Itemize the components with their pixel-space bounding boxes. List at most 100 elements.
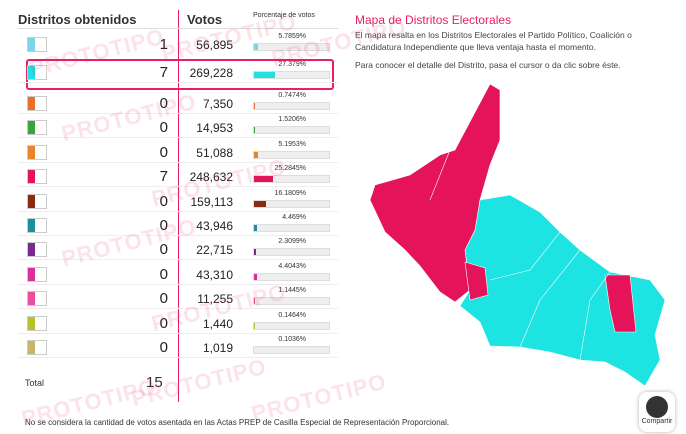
percent-bar (254, 44, 259, 50)
votes: 248,632 (189, 170, 233, 185)
row-rule (18, 308, 338, 310)
districts-count: 0 (159, 290, 168, 308)
percent-bar (254, 249, 256, 256)
percent-label: 0.1464% (278, 311, 306, 319)
districts-count: 0 (159, 265, 168, 283)
header-rule (18, 28, 338, 29)
percent-bar (254, 103, 255, 109)
votes: 22,715 (196, 243, 233, 258)
districts-count: 0 (159, 143, 168, 161)
votes: 51,088 (196, 145, 233, 160)
total-label: Total (25, 378, 45, 388)
percent-track (253, 102, 330, 110)
votes: 56,895 (196, 38, 233, 52)
districts-count: 1 (159, 36, 168, 53)
row-rule (18, 137, 338, 139)
party-logo (27, 169, 47, 185)
share-icon (646, 396, 668, 418)
party-logo (27, 340, 47, 355)
percent-track (253, 150, 330, 159)
row-rule (18, 283, 338, 285)
votes: 269,228 (189, 66, 233, 80)
row-rule (18, 332, 338, 334)
percent-bar (254, 127, 256, 134)
party-logo (27, 65, 47, 80)
votes: 7,350 (202, 97, 233, 111)
districts-count: 7 (159, 168, 168, 186)
party-logo (27, 144, 47, 160)
divider (178, 10, 179, 402)
percent-label: 4.469% (282, 214, 306, 221)
row-rule (18, 259, 338, 261)
district-region[interactable] (464, 261, 489, 301)
row-rule (18, 82, 338, 83)
party-logo (27, 266, 47, 282)
district-region[interactable] (459, 194, 666, 387)
percent-track (253, 71, 330, 79)
percent-label: 2.3099% (278, 238, 306, 246)
percent-label: 27.379% (278, 61, 306, 68)
party-logo (27, 37, 47, 52)
percent-label: 16.1809% (274, 189, 306, 197)
map-hint: Para conocer el detalle del Distrito, pa… (355, 60, 621, 70)
party-logo (27, 218, 47, 233)
percent-track (253, 199, 330, 208)
party-logo (27, 291, 47, 307)
footnote: No se considera la cantidad de votos ase… (25, 418, 450, 427)
districts-count: 0 (159, 119, 168, 137)
percent-bar (254, 151, 258, 158)
row-rule (18, 113, 338, 114)
percent-bar (254, 200, 267, 207)
map-description: El mapa resalta en los Distritos Elector… (355, 30, 632, 52)
districts-count: 0 (159, 95, 168, 112)
votes: 11,255 (197, 292, 233, 307)
percent-bar (254, 176, 273, 183)
share-button[interactable]: Compartir (639, 392, 675, 432)
percent-label: 0.1036% (278, 336, 306, 343)
percent-track (253, 43, 330, 51)
districts-count: 0 (159, 192, 168, 210)
votes: 43,946 (196, 219, 233, 233)
party-logo (27, 315, 47, 331)
districts-count: 7 (159, 64, 168, 81)
votes: 1,019 (202, 341, 233, 355)
votes: 159,113 (190, 194, 234, 209)
percent-track (253, 126, 330, 135)
party-logo (27, 193, 47, 209)
percent-bar (254, 225, 258, 231)
percent-label: 1.5206% (278, 116, 306, 124)
percent-label: 4.4043% (278, 262, 306, 270)
votes: 1,440 (202, 316, 233, 331)
percent-header: Porcentaje de votos (253, 12, 315, 19)
percent-track (253, 175, 330, 184)
percent-bar (254, 72, 275, 78)
districts-count: 0 (159, 314, 168, 332)
percent-label: 0.7474% (278, 92, 306, 99)
percent-track (253, 224, 330, 232)
districts-header: Distritos obtenidos (18, 12, 137, 27)
row-rule (18, 210, 338, 212)
total-value: 15 (146, 374, 163, 391)
percent-label: 5.7859% (278, 33, 306, 40)
percent-label: 1.1445% (278, 287, 306, 295)
map-title: Mapa de Distritos Electorales (355, 13, 512, 27)
percent-label: 25.2845% (274, 165, 306, 173)
party-logo (27, 242, 47, 258)
districts-count: 0 (159, 339, 168, 356)
party-logo (27, 96, 47, 111)
row-rule (18, 161, 338, 163)
votes-header: Votos (187, 12, 223, 27)
percent-track (253, 272, 330, 281)
share-label: Compartir (641, 418, 673, 425)
percent-bar (254, 298, 255, 305)
party-logo (27, 120, 47, 136)
row-rule (18, 186, 338, 188)
district-region[interactable] (604, 274, 637, 333)
row-rule (18, 357, 338, 358)
percent-track (253, 321, 330, 330)
percent-track (253, 346, 330, 354)
votes: 14,953 (196, 121, 233, 136)
percent-label: 5.1953% (278, 140, 306, 148)
